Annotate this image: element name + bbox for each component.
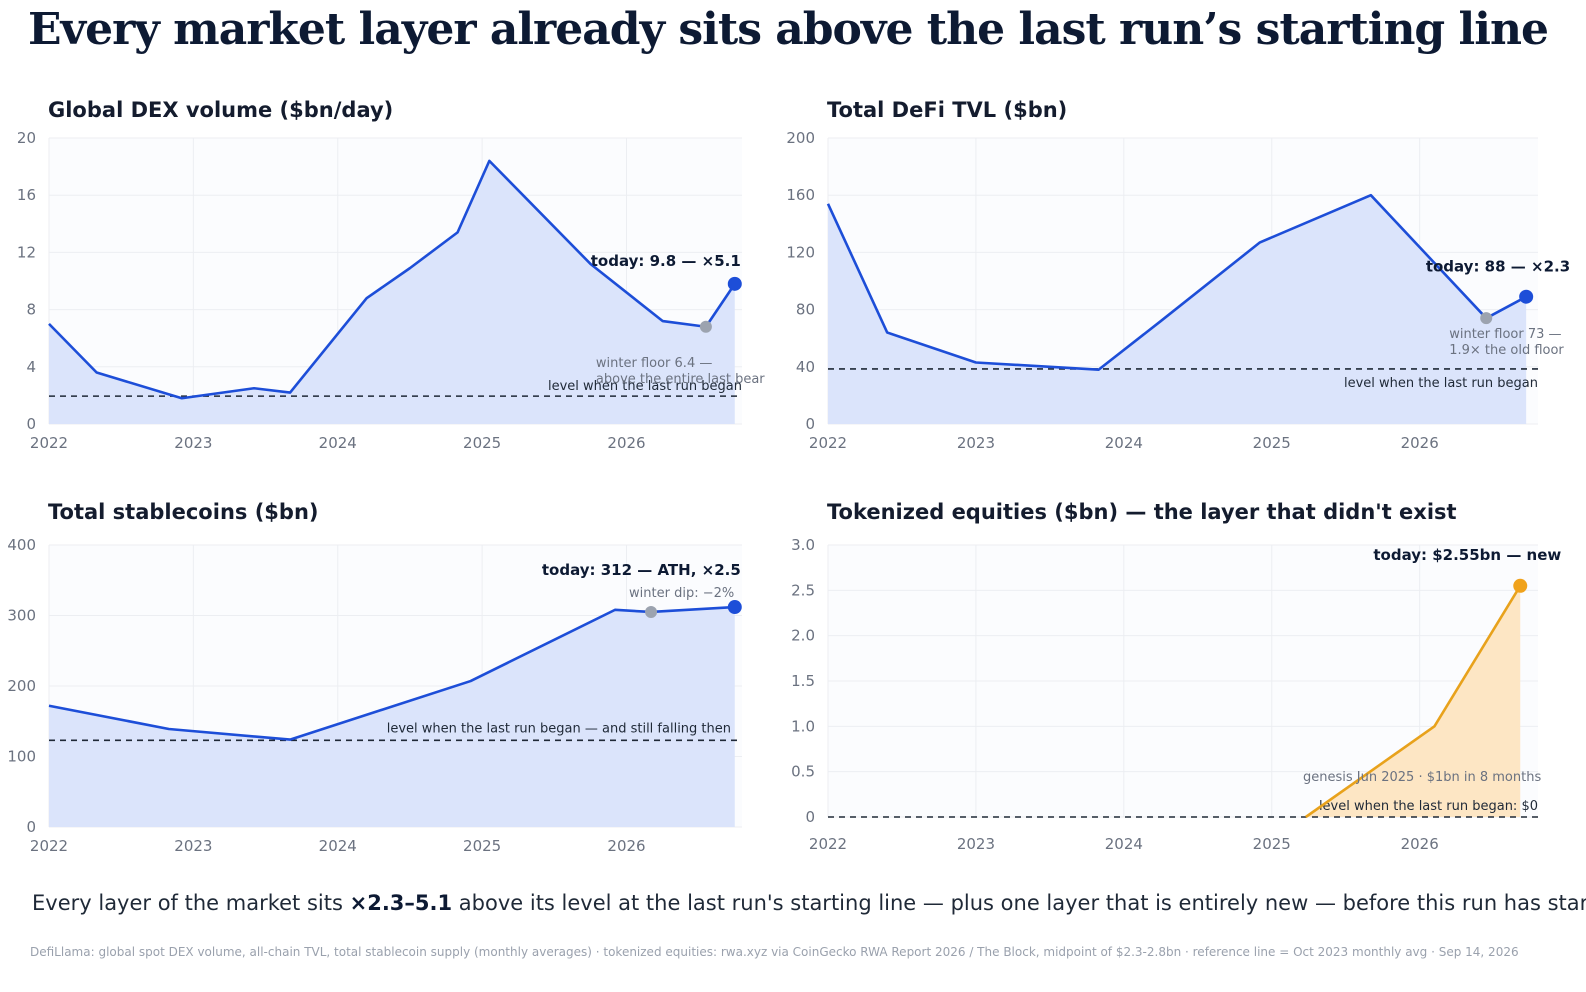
x-tick-label: 2024 xyxy=(1105,434,1143,452)
y-tick-label: 1.0 xyxy=(791,717,815,735)
y-tick-label: 300 xyxy=(7,607,36,625)
floor-note: above the entire last bear xyxy=(596,372,765,387)
y-tick-label: 2.5 xyxy=(791,581,815,599)
y-tick-label: 0.5 xyxy=(791,763,815,781)
y-tick-label: 100 xyxy=(7,748,36,766)
floor-note: 1.9× the old floor xyxy=(1449,343,1564,358)
caption: Every layer of the market sits ×2.3–5.1 … xyxy=(32,891,1586,915)
y-tick-label: 160 xyxy=(786,186,815,204)
series-area xyxy=(1305,585,1521,817)
y-tick-label: 0 xyxy=(26,818,36,836)
x-tick-label: 2022 xyxy=(809,835,847,853)
floor-note: winter floor 73 — xyxy=(1449,327,1561,342)
y-tick-label: 400 xyxy=(7,536,36,554)
y-tick-label: 200 xyxy=(786,129,815,147)
reference-line-label: level when the last run began xyxy=(1344,376,1538,391)
today-point xyxy=(1513,578,1528,593)
y-tick-label: 2.0 xyxy=(791,627,815,645)
x-tick-label: 2022 xyxy=(809,434,847,452)
today-point xyxy=(727,276,742,291)
page-title: Every market layer already sits above th… xyxy=(28,4,1549,55)
series-line xyxy=(48,159,736,400)
caption-suffix: above its level at the last run's starti… xyxy=(452,891,1586,915)
y-tick-label: 8 xyxy=(26,301,36,319)
y-tick-label: 0 xyxy=(26,415,36,433)
source-note: DefiLlama: global spot DEX volume, all-c… xyxy=(30,945,1519,959)
today-point xyxy=(727,600,742,615)
y-tick-label: 120 xyxy=(786,243,815,261)
series-line xyxy=(826,193,1527,371)
x-tick-label: 2022 xyxy=(30,434,68,452)
x-tick-label: 2022 xyxy=(30,837,68,855)
x-tick-label: 2025 xyxy=(1253,434,1291,452)
y-tick-label: 0 xyxy=(805,808,815,826)
reference-line-label: level when the last run began xyxy=(548,379,742,394)
caption-prefix: Every layer of the market sits xyxy=(32,891,350,915)
today-label: today: 9.8 — ×5.1 xyxy=(591,252,741,270)
chart-tokenized-equities: 0 0.5 1.0 1.5 2.0 2.5 3.0 2022 2023 2024 2025 2026 l… xyxy=(791,536,1561,853)
chart-title-dex: Global DEX volume ($bn/day) xyxy=(48,98,394,122)
y-tick-label: 4 xyxy=(26,358,36,376)
x-tick-label: 2024 xyxy=(319,434,357,452)
today-point xyxy=(1519,289,1534,304)
annotation-note: genesis Jun 2025 · $1bn in 8 months xyxy=(1303,770,1541,785)
series-line xyxy=(1305,585,1522,819)
today-label: today: 88 — ×2.3 xyxy=(1426,258,1570,276)
floor-point xyxy=(645,605,658,618)
y-tick-label: 40 xyxy=(796,358,815,376)
chart-defi-tvl: 0 40 80 120 160 200 2022 2023 2024 2025 2026 level … xyxy=(786,129,1570,452)
x-tick-label: 2025 xyxy=(463,434,501,452)
floor-note: winter floor 6.4 — xyxy=(596,356,712,371)
y-tick-label: 80 xyxy=(796,301,815,319)
x-tick-label: 2026 xyxy=(607,434,645,452)
series-area xyxy=(49,160,735,424)
reference-line-label: level when the last run began: $0 xyxy=(1319,799,1538,814)
y-tick-label: 20 xyxy=(17,129,36,147)
x-tick-label: 2023 xyxy=(957,434,995,452)
floor-point xyxy=(1480,312,1493,325)
y-tick-label: 3.0 xyxy=(791,536,815,554)
chart-title-tvl: Total DeFi TVL ($bn) xyxy=(827,98,1068,122)
x-tick-label: 2023 xyxy=(957,835,995,853)
x-tick-label: 2023 xyxy=(174,434,212,452)
x-tick-label: 2023 xyxy=(174,837,212,855)
reference-line-label: level when the last run began — and stil… xyxy=(387,721,731,736)
y-tick-label: 0 xyxy=(805,415,815,433)
x-tick-label: 2026 xyxy=(1401,434,1439,452)
y-tick-label: 12 xyxy=(17,243,36,261)
y-tick-label: 1.5 xyxy=(791,672,815,690)
x-tick-label: 2024 xyxy=(1105,835,1143,853)
chart-title-tokenized-equities: Tokenized equities ($bn) — the layer tha… xyxy=(827,500,1457,524)
x-tick-label: 2025 xyxy=(1253,835,1291,853)
x-tick-label: 2024 xyxy=(319,837,357,855)
floor-point xyxy=(699,320,712,333)
chart-title-stablecoins: Total stablecoins ($bn) xyxy=(48,500,319,524)
y-tick-label: 200 xyxy=(7,677,36,695)
today-label: today: $2.55bn — new xyxy=(1373,546,1561,564)
chart-dex-volume: 0 4 8 12 16 20 2022 2023 2024 2025 2026 level when … xyxy=(17,129,765,452)
floor-note: winter dip: −2% xyxy=(629,586,734,601)
x-tick-label: 2026 xyxy=(1401,835,1439,853)
y-tick-label: 16 xyxy=(17,186,36,204)
caption-multiplier: ×2.3–5.1 xyxy=(349,891,453,915)
x-tick-label: 2026 xyxy=(607,837,645,855)
series-area xyxy=(49,607,735,827)
chart-stablecoins: 0 100 200 300 400 2022 2023 2024 2025 2026 level w… xyxy=(7,536,742,855)
today-label: today: 312 — ATH, ×2.5 xyxy=(542,561,741,579)
x-tick-label: 2025 xyxy=(463,837,501,855)
